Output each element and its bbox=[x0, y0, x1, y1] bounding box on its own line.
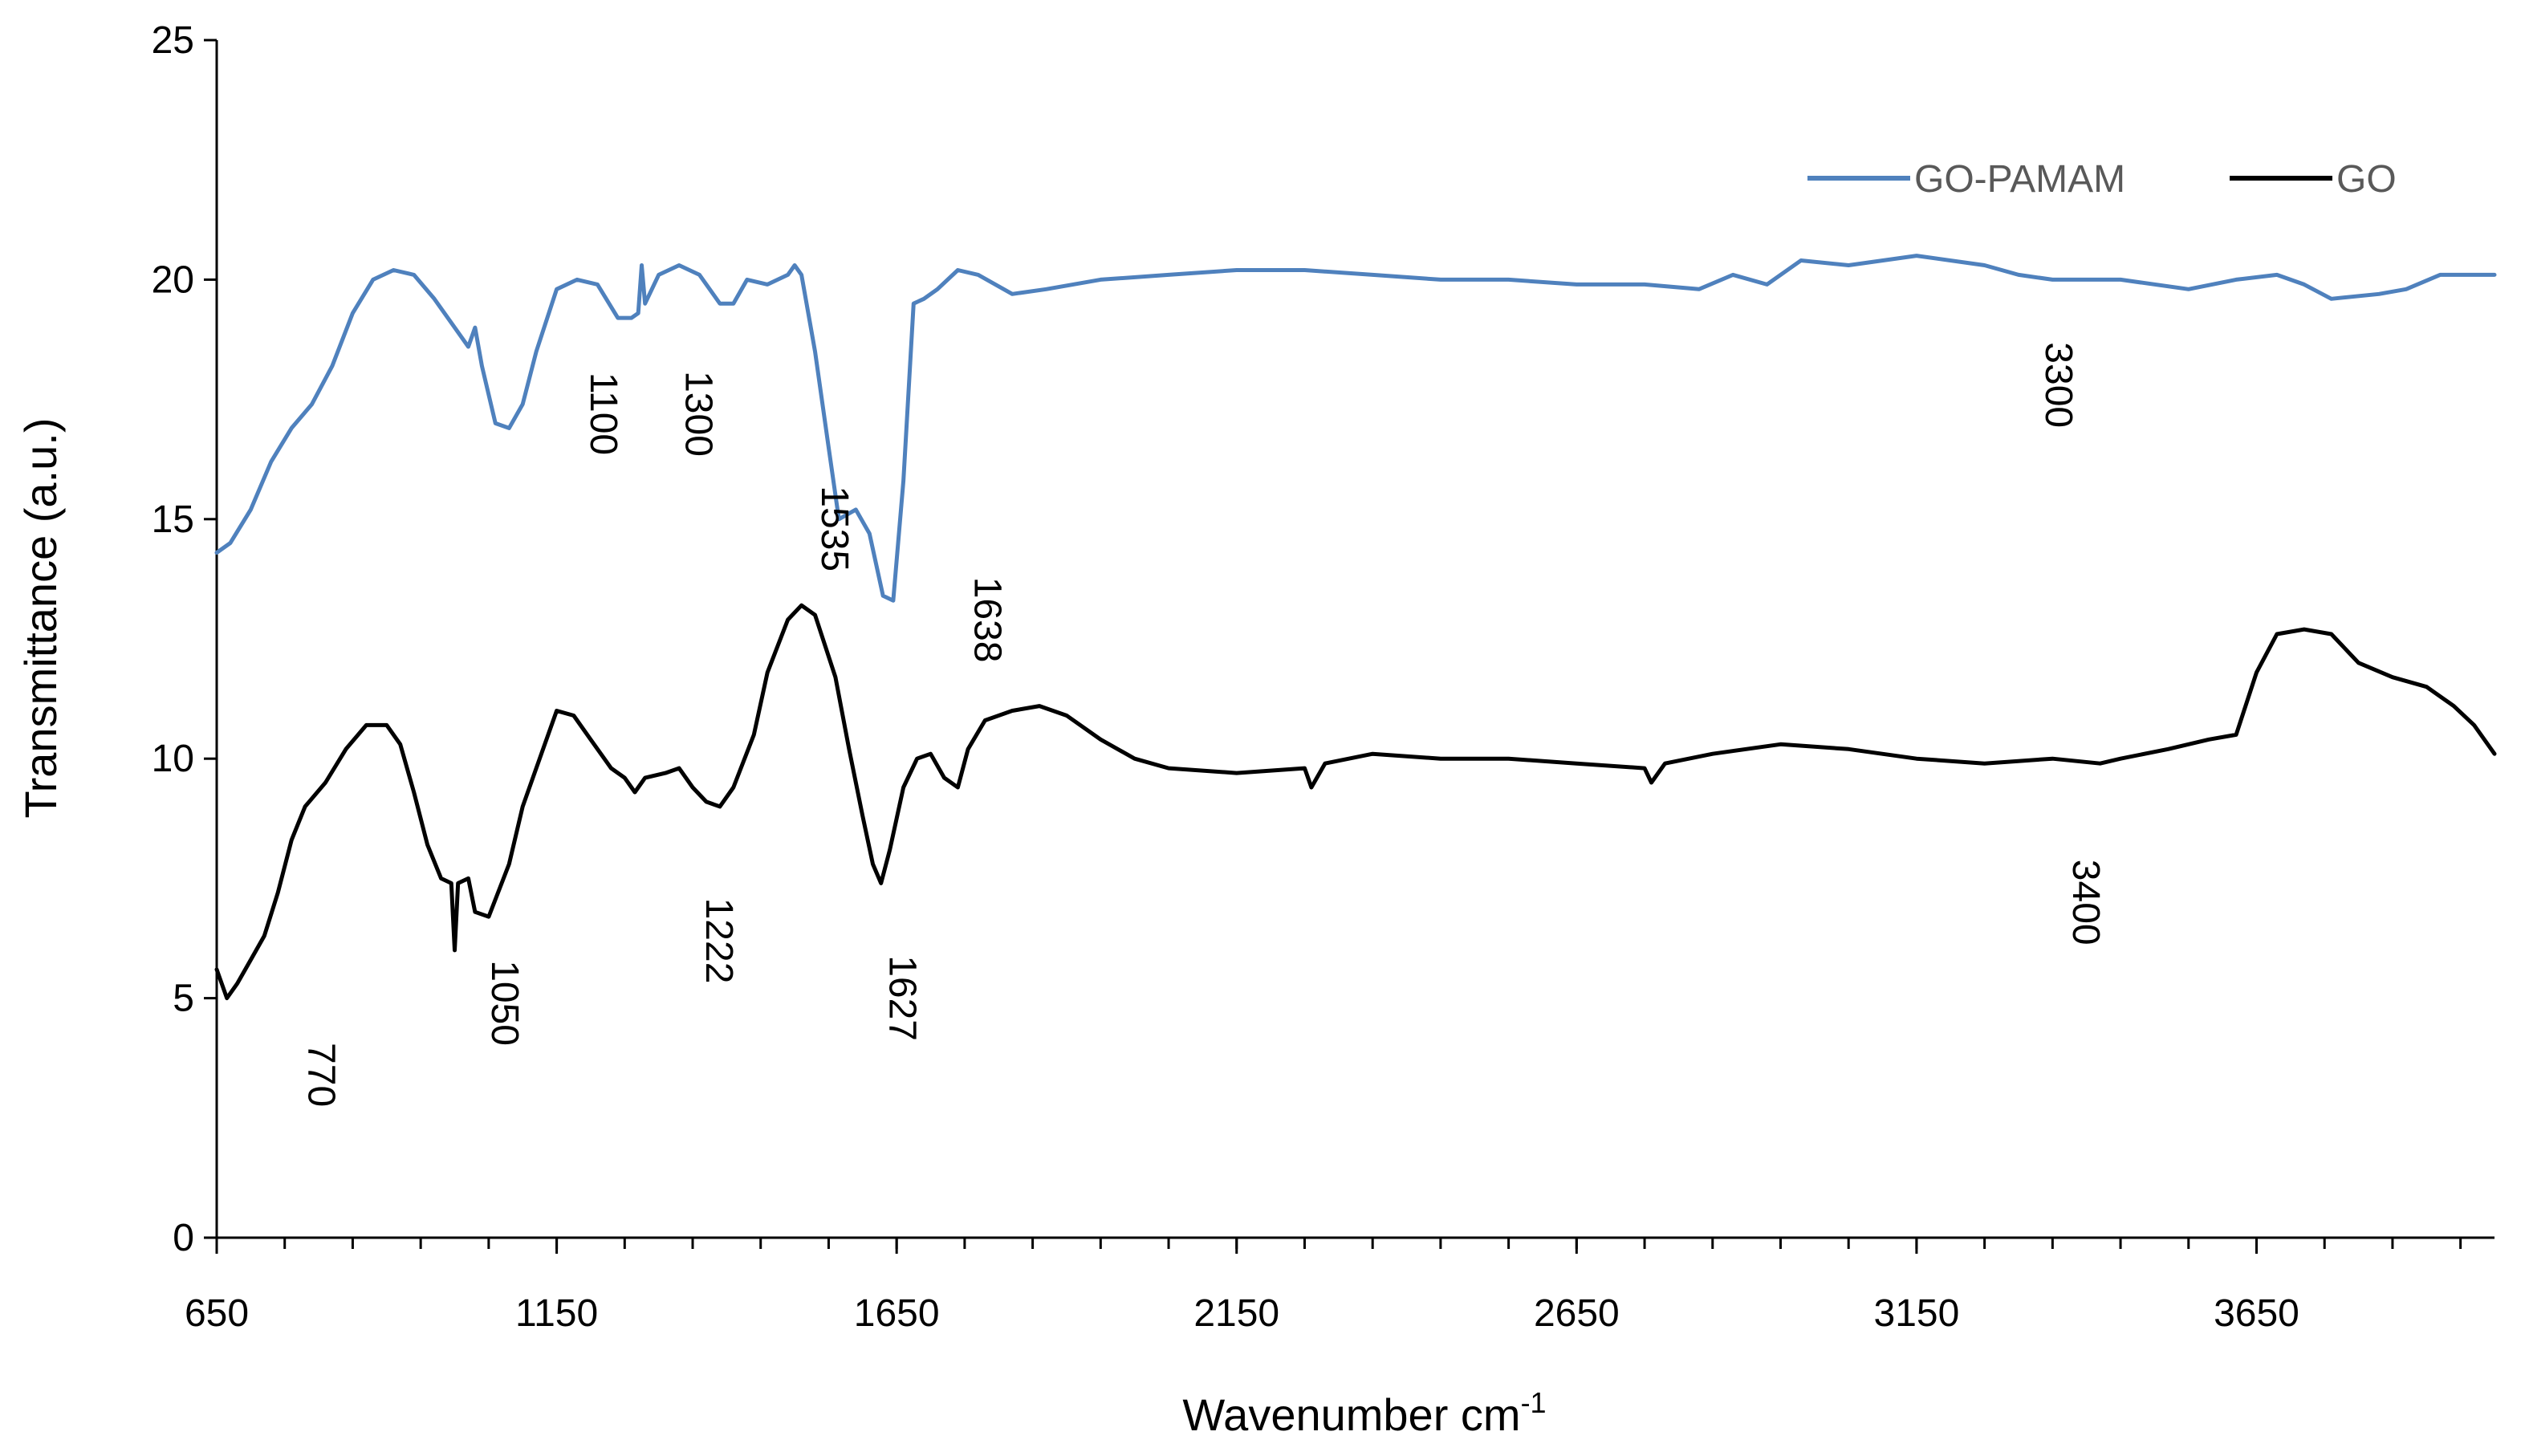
y-tick-label: 10 bbox=[152, 738, 194, 780]
x-tick-label: 2650 bbox=[1534, 1292, 1620, 1335]
y-axis-title: Transmittance (a.u.) bbox=[15, 418, 66, 819]
peak-annotation: 1100 bbox=[582, 372, 624, 455]
peak-annotation: 1300 bbox=[677, 371, 720, 457]
x-tick-label: 3150 bbox=[1874, 1292, 1960, 1335]
x-tick-label: 650 bbox=[185, 1292, 249, 1335]
legend-label-go-pamam: GO-PAMAM bbox=[1914, 158, 2125, 201]
x-tick-label: 1150 bbox=[515, 1292, 598, 1335]
x-axis-title-text: Wavenumber cm bbox=[1182, 1389, 1520, 1440]
y-tick-label: 20 bbox=[152, 258, 194, 301]
x-tick-label: 1650 bbox=[854, 1292, 940, 1335]
x-axis-title: Wavenumber cm-1 bbox=[1182, 1386, 1546, 1440]
y-tick-label: 5 bbox=[173, 978, 194, 1020]
y-tick-label: 25 bbox=[152, 19, 194, 62]
series-line-go-pamam bbox=[214, 254, 2497, 603]
peak-annotation: 1050 bbox=[483, 960, 526, 1046]
peak-annotation: 1222 bbox=[697, 898, 740, 984]
peak-annotation: 1638 bbox=[966, 577, 1009, 663]
y-tick-label: 15 bbox=[152, 498, 194, 541]
peak-annotation: 3300 bbox=[2037, 342, 2080, 428]
peak-annotation: 1535 bbox=[813, 486, 856, 571]
x-axis-title-superscript: -1 bbox=[1521, 1386, 1547, 1419]
series-layer bbox=[214, 254, 2497, 1001]
x-tick-label: 3650 bbox=[2214, 1292, 2299, 1335]
y-tick-label: 0 bbox=[173, 1217, 194, 1259]
x-tick-label: 2150 bbox=[1193, 1292, 1279, 1335]
x-axis: 650 1150 1650 2150 2650 3150 3650 bbox=[185, 1238, 2462, 1335]
y-axis: 0 5 10 15 20 25 bbox=[152, 19, 217, 1259]
peak-annotation: 3400 bbox=[2064, 860, 2107, 946]
peak-annotation: 1627 bbox=[881, 955, 924, 1041]
series-line-go bbox=[214, 603, 2497, 1001]
legend: GO-PAMAM GO bbox=[1807, 158, 2397, 201]
plot-frame bbox=[215, 40, 2495, 1239]
peak-annotation: 770 bbox=[299, 1043, 342, 1107]
annotations-layer: 770 1050 1100 1300 1222 1535 1627 1638 3300 3400 bbox=[299, 342, 2106, 1107]
legend-label-go: GO bbox=[2336, 158, 2397, 201]
